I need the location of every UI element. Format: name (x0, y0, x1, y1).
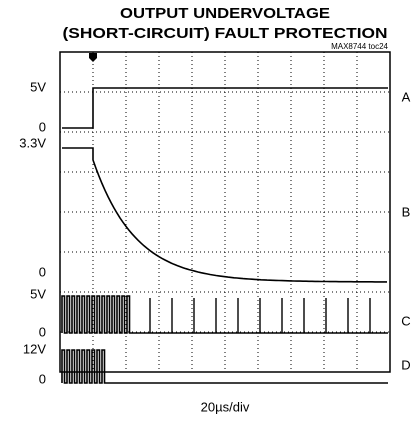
level-label: 5V (30, 79, 46, 94)
traces (61, 87, 388, 384)
level-label: 3.3V (19, 135, 46, 150)
grid (60, 52, 390, 372)
trace-a (62, 87, 388, 129)
level-label: 5V (30, 286, 46, 301)
trace-c (61, 295, 388, 334)
figure-id: MAX8744 toc24 (331, 42, 388, 51)
level-label: 0 (39, 324, 46, 339)
level-label: 12V (23, 341, 46, 356)
trace-d (61, 349, 388, 384)
trigger-marker (89, 53, 97, 62)
trace-label: C (401, 313, 410, 328)
level-label: 0 (39, 119, 46, 134)
title-line: (SHORT-CIRCUIT) FAULT PROTECTION (63, 25, 388, 42)
trace-label: A (402, 89, 411, 104)
trace-label: D (401, 357, 410, 372)
timebase-label: 20µs/div (201, 399, 250, 414)
level-label: 0 (39, 264, 46, 279)
trace-b (62, 147, 387, 283)
title-line: OUTPUT UNDERVOLTAGE (120, 5, 330, 22)
trace-label: B (402, 204, 411, 219)
level-label: 0 (39, 371, 46, 386)
